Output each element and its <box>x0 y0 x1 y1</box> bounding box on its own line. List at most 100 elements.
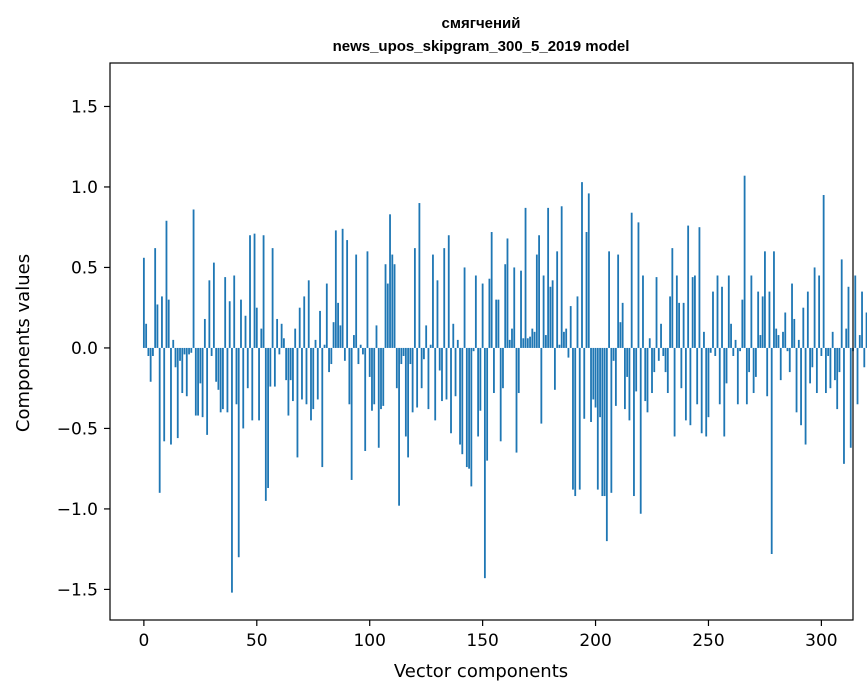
bar <box>764 251 766 348</box>
bar <box>689 347 692 426</box>
bar <box>714 347 717 356</box>
bar <box>585 232 588 348</box>
bar <box>206 347 209 435</box>
bar <box>791 283 793 348</box>
bar <box>400 347 403 365</box>
bar <box>831 331 834 348</box>
bar <box>359 344 362 348</box>
bar <box>420 347 423 389</box>
bar <box>334 230 337 348</box>
bar <box>558 344 561 348</box>
bar <box>287 347 290 416</box>
bar <box>594 347 597 408</box>
bar <box>675 275 678 348</box>
bar <box>312 347 315 410</box>
bar <box>732 347 735 356</box>
bar <box>646 347 649 413</box>
x-tick-label: 200 <box>579 631 611 651</box>
bar <box>782 331 784 348</box>
bar <box>183 347 186 355</box>
x-tick-label: 0 <box>138 631 149 651</box>
bar <box>490 232 493 348</box>
bar <box>766 347 769 397</box>
bar <box>718 347 721 405</box>
y-axis-ticks: −1.5 −1.0 −0.5 0.0 0.5 1.0 1.5 <box>57 97 110 600</box>
bar <box>273 347 276 387</box>
bar <box>642 275 644 348</box>
bar <box>865 312 867 348</box>
bar <box>468 347 470 469</box>
bar <box>626 347 629 377</box>
bar <box>775 328 778 348</box>
bar <box>581 182 583 348</box>
bar <box>773 251 775 348</box>
bar <box>212 262 215 348</box>
bar <box>251 347 254 421</box>
bar <box>795 347 798 413</box>
bar <box>779 347 782 381</box>
bar <box>237 347 240 558</box>
bar <box>497 299 500 348</box>
bar <box>696 347 699 405</box>
bar <box>567 347 570 358</box>
bar <box>289 347 292 381</box>
bar <box>477 347 480 437</box>
bar <box>662 347 665 356</box>
bar <box>599 347 601 418</box>
bar <box>167 299 170 348</box>
bar <box>553 347 556 390</box>
bar <box>644 347 647 402</box>
bar <box>346 240 349 348</box>
bar <box>863 347 866 368</box>
bar <box>165 220 168 348</box>
bar <box>495 299 498 348</box>
bar <box>362 347 364 355</box>
bar <box>310 347 312 421</box>
bar <box>436 280 439 348</box>
bar <box>262 235 265 348</box>
bar <box>316 347 319 400</box>
bar <box>298 307 301 348</box>
bar <box>278 347 281 355</box>
bar <box>301 347 303 400</box>
bar <box>802 307 805 348</box>
bar <box>194 347 197 416</box>
bar <box>321 347 324 468</box>
bar <box>858 335 861 348</box>
bar <box>330 347 333 365</box>
bar <box>341 228 344 348</box>
bar <box>703 331 705 348</box>
bar <box>761 296 764 348</box>
y-tick-label: −1.5 <box>57 580 98 600</box>
bar <box>434 347 437 421</box>
bar <box>840 259 843 348</box>
bar <box>506 238 509 348</box>
bar <box>418 203 421 348</box>
bar <box>834 347 836 381</box>
bar <box>149 347 152 382</box>
bar <box>569 306 572 348</box>
bar <box>721 286 723 348</box>
bar <box>694 275 696 348</box>
bar <box>533 331 536 348</box>
bar <box>601 347 604 497</box>
bar <box>450 347 452 434</box>
bar <box>520 270 522 348</box>
bar <box>590 347 592 422</box>
bar <box>574 347 577 497</box>
bar <box>576 296 579 348</box>
bar <box>596 347 599 490</box>
bar <box>382 347 385 406</box>
bar <box>845 328 848 348</box>
bar <box>470 347 473 487</box>
bar <box>280 323 283 348</box>
bar <box>712 291 714 348</box>
bar <box>605 347 608 542</box>
bar <box>348 347 351 405</box>
bar <box>481 283 484 348</box>
bar <box>538 235 540 348</box>
bar <box>328 347 330 373</box>
bar <box>375 325 378 348</box>
bar <box>233 275 236 348</box>
x-tick-label: 50 <box>246 631 268 651</box>
